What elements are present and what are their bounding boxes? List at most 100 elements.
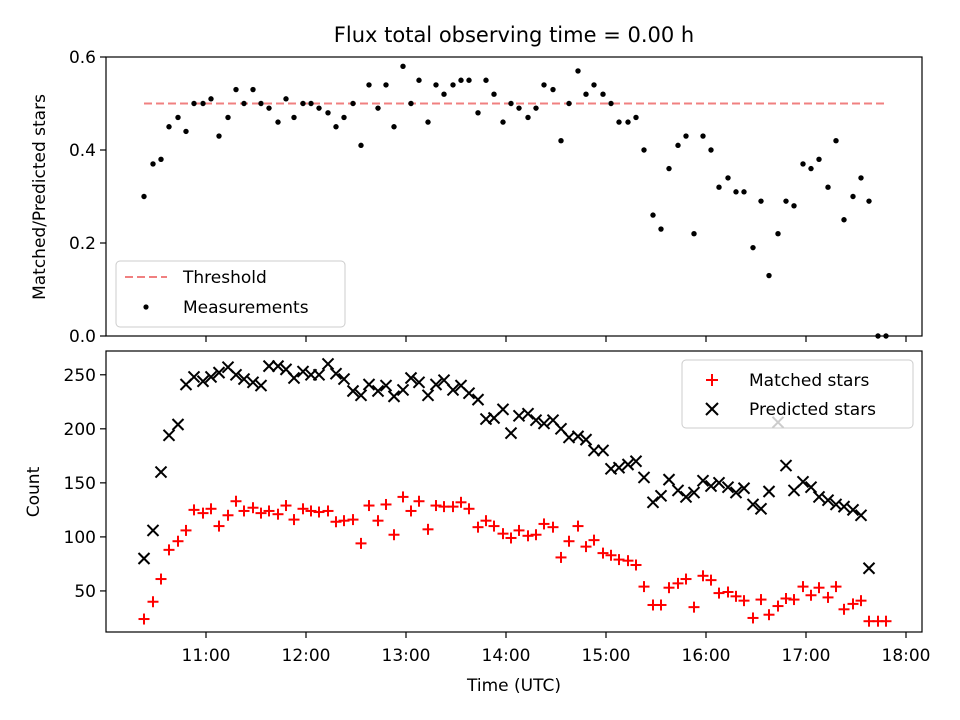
measurement-point	[233, 86, 239, 93]
predicted-star-point	[162, 429, 176, 442]
matched-star-point	[705, 574, 717, 586]
matched-star-point	[697, 570, 709, 582]
x-tick-label: 13:00	[382, 646, 431, 666]
count-y-tick-label: 200	[64, 420, 96, 440]
matched-star-point	[380, 498, 392, 510]
measurement-point	[175, 114, 181, 121]
matched-star-point	[730, 590, 742, 602]
predicted-star-point	[504, 426, 518, 440]
measurement-point	[191, 100, 197, 107]
predicted-star-point	[671, 484, 685, 497]
predicted-star-point	[412, 376, 426, 389]
measurement-point	[616, 119, 622, 125]
measurement-point	[816, 156, 822, 162]
predicted-star-point	[754, 502, 768, 515]
matched-star-point	[563, 535, 575, 547]
count-axes-frame	[105, 350, 923, 633]
count-y-tick-label: 50	[74, 582, 96, 602]
measurement-point	[400, 63, 406, 69]
matched-star-point	[480, 515, 492, 527]
matched-star-point	[297, 503, 309, 515]
measurement-point	[425, 119, 431, 125]
predicted-star-point	[779, 459, 793, 472]
predicted-star-point	[271, 359, 285, 373]
predicted-star-point	[212, 366, 226, 379]
predicted-star-point	[154, 465, 168, 479]
predicted-star-point	[612, 461, 626, 474]
measurement-point	[775, 231, 781, 237]
matched-star-point	[355, 537, 367, 549]
matched-star-point	[780, 592, 792, 604]
predicted-star-point	[229, 368, 243, 381]
measurement-point	[725, 175, 731, 181]
predicted-star-point	[737, 482, 751, 495]
measurement-point	[375, 105, 381, 111]
matched-star-point	[213, 520, 225, 532]
predicted-star-point	[396, 383, 410, 397]
predicted-star-point	[387, 390, 401, 403]
measurement-point	[316, 105, 322, 111]
predicted-star-point	[529, 413, 543, 427]
legend-measurements-label: Measurements	[183, 298, 309, 318]
matched-star-point	[422, 523, 434, 535]
measurement-point	[675, 142, 681, 149]
matched-star-point	[605, 549, 617, 561]
matched-star-point	[305, 505, 317, 517]
matched-star-point	[588, 534, 600, 546]
count-y-tick-label: 100	[64, 528, 96, 548]
ratio-legend: Threshold Measurements	[115, 260, 346, 328]
matched-star-point	[180, 524, 192, 536]
matched-star-point	[463, 503, 475, 515]
measurement-point	[575, 68, 581, 74]
measurement-point	[358, 142, 364, 149]
matched-star-point	[230, 495, 242, 507]
matched-star-point	[813, 582, 825, 594]
legend-matched-swatch	[706, 374, 718, 386]
predicted-star-point	[346, 384, 360, 398]
measurement-point	[766, 272, 772, 279]
x-tick-label: 11:00	[182, 646, 231, 666]
measurement-point	[800, 161, 806, 167]
predicted-star-point	[287, 371, 301, 385]
predicted-star-point	[854, 509, 868, 522]
matched-star-point	[688, 601, 700, 613]
predicted-star-point	[171, 418, 185, 431]
legend-predicted-label: Predicted stars	[749, 400, 876, 420]
predicted-star-point	[371, 384, 385, 398]
matched-star-point	[655, 599, 667, 611]
ratio-axes-frame	[105, 56, 923, 337]
predicted-star-point	[404, 371, 418, 385]
matched-star-point	[772, 600, 784, 612]
measurement-point	[508, 100, 514, 107]
measurement-point	[500, 119, 506, 125]
measurement-point	[183, 128, 189, 135]
predicted-star-point	[421, 389, 435, 402]
matched-star-point	[830, 581, 842, 593]
matched-star-point	[538, 518, 550, 530]
predicted-star-point	[446, 383, 460, 397]
measurement-point	[750, 244, 756, 251]
predicted-star-point	[821, 493, 835, 507]
legend-matched-label: Matched stars	[749, 371, 869, 391]
predicted-star-point	[837, 500, 851, 513]
measurement-point	[250, 86, 256, 93]
measurement-point	[200, 100, 206, 107]
predicted-star-point	[687, 486, 701, 499]
matched-star-point	[638, 581, 650, 593]
predicted-star-point	[712, 476, 726, 490]
measurement-point	[208, 96, 214, 102]
matched-star-point	[447, 501, 459, 513]
predicted-star-point	[812, 490, 826, 504]
ratio-y-tick-label: 0.0	[69, 327, 96, 347]
ratio-legend-box	[115, 260, 346, 328]
matched-star-point	[713, 587, 725, 599]
predicted-star-point	[579, 433, 593, 446]
predicted-star-point	[829, 498, 843, 511]
measurement-point	[716, 184, 722, 190]
matched-star-point	[497, 528, 509, 540]
predicted-star-point	[254, 379, 268, 392]
matched-star-point	[405, 505, 417, 517]
predicted-star-point	[704, 479, 718, 493]
x-tick-label: 12:00	[282, 646, 331, 666]
